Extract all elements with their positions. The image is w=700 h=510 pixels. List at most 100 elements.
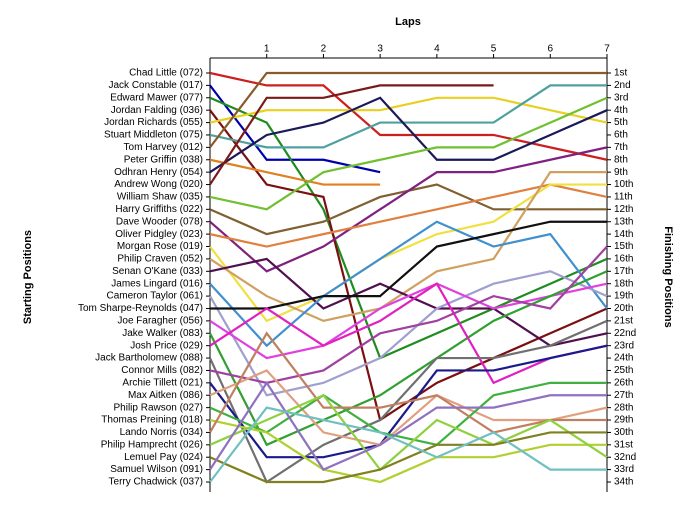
y2-tick-label: 5th xyxy=(614,117,628,128)
series-label: Odhran Henry (054) xyxy=(114,167,203,178)
driver-line xyxy=(209,84,607,149)
driver-line xyxy=(209,369,608,447)
driver-line xyxy=(209,282,608,360)
series-label: Edward Mawer (077) xyxy=(110,92,203,103)
series-label: Connor Mills (082) xyxy=(121,365,203,376)
series-label: Jake Walker (083) xyxy=(122,328,203,339)
x-tick-label: 4 xyxy=(434,44,440,55)
y2-tick-label: 3rd xyxy=(614,92,628,103)
driver-line xyxy=(209,96,608,360)
series-label: Josh Price (029) xyxy=(130,340,203,351)
y2-tick-label: 26th xyxy=(614,377,633,388)
y2-tick-label: 6th xyxy=(614,130,628,141)
y2-tick-label: 34th xyxy=(614,477,633,488)
series-label: William Shaw (035) xyxy=(117,192,203,203)
series-label: Harry Griffiths (022) xyxy=(115,204,203,215)
y2-tick-label: 17th xyxy=(614,266,633,277)
series-label: Cameron Taylor (061) xyxy=(106,291,203,302)
driver-line xyxy=(208,319,608,484)
driver-line xyxy=(209,418,607,484)
y2-tick-label: 4th xyxy=(614,105,628,116)
series-label: Lando Norris (034) xyxy=(120,427,203,438)
y2-tick-label: 14th xyxy=(614,229,633,240)
y2-axis-label: Finishing Positions xyxy=(662,226,674,327)
driver-line xyxy=(209,71,607,149)
y2-tick-label: 33rd xyxy=(614,464,634,475)
series-label: Tom Sharpe-Reynolds (047) xyxy=(78,303,203,314)
series-label: Samuel Wilson (091) xyxy=(110,464,203,475)
series-label: Max Aitken (086) xyxy=(128,390,203,401)
driver-line xyxy=(209,158,381,186)
series-label: Archie Tillett (021) xyxy=(122,377,203,388)
series-label: Dave Wooder (078) xyxy=(116,216,203,227)
driver-line xyxy=(210,220,607,310)
series-label: Philip Craven (052) xyxy=(117,254,203,265)
driver-line xyxy=(209,331,607,434)
series-label: Jack Bartholomew (088) xyxy=(95,353,203,364)
y2-tick-label: 31st xyxy=(614,439,633,450)
series-label: Chad Little (072) xyxy=(129,68,203,79)
driver-line xyxy=(209,282,608,385)
y2-tick-label: 7th xyxy=(614,142,628,153)
x-tick-label: 6 xyxy=(548,44,554,55)
y2-tick-label: 12th xyxy=(614,204,633,215)
series-label: Senan O'Kane (033) xyxy=(112,266,203,277)
series-label: Philip Hamprecht (026) xyxy=(101,439,203,450)
series-label: Jordan Richards (055) xyxy=(104,117,203,128)
y2-tick-label: 24th xyxy=(614,353,633,364)
y2-tick-label: 27th xyxy=(614,390,633,401)
x-tick-label: 5 xyxy=(491,44,497,55)
y2-tick-label: 2nd xyxy=(614,80,631,91)
driver-line xyxy=(209,380,607,471)
y2-tick-label: 18th xyxy=(614,278,633,289)
y2-tick-label: 29th xyxy=(614,415,633,426)
driver-line xyxy=(209,171,607,323)
series-label: Morgan Rose (019) xyxy=(117,241,203,252)
y2-tick-label: 16th xyxy=(614,254,633,265)
driver-line xyxy=(209,344,608,459)
driver-line xyxy=(209,84,494,186)
y2-tick-label: 1st xyxy=(614,68,628,79)
driver-line xyxy=(209,431,607,484)
series-label: Thomas Preining (018) xyxy=(101,415,203,426)
series-label: Tom Harvey (012) xyxy=(124,142,203,153)
driver-line xyxy=(209,381,607,447)
y2-tick-label: 25th xyxy=(614,365,633,376)
y2-tick-label: 9th xyxy=(614,167,628,178)
y2-tick-label: 19th xyxy=(614,291,633,302)
driver-line xyxy=(209,220,608,348)
y2-tick-label: 22nd xyxy=(614,328,636,339)
series-label: Andrew Wong (020) xyxy=(114,179,203,190)
y2-tick-label: 21st xyxy=(614,316,633,327)
y2-tick-label: 13th xyxy=(614,216,633,227)
driver-line xyxy=(209,270,608,397)
series-label: Peter Griffin (038) xyxy=(124,154,203,165)
series-label: Philip Rawson (027) xyxy=(114,402,204,413)
series-label: Joe Faragher (056) xyxy=(117,316,203,327)
driver-line xyxy=(209,96,608,211)
y2-tick-label: 32nd xyxy=(614,452,636,463)
y2-tick-label: 11th xyxy=(614,192,633,203)
series-label: Lemuel Pay (024) xyxy=(124,452,203,463)
series-label: Terry Chadwick (037) xyxy=(109,477,203,488)
x-tick-label: 2 xyxy=(321,44,327,55)
driver-line xyxy=(209,183,608,248)
series-label: Jack Constable (017) xyxy=(109,80,204,91)
y2-tick-label: 23rd xyxy=(614,340,634,351)
driver-line xyxy=(209,245,608,384)
driver-line xyxy=(209,406,607,483)
y2-tick-label: 30th xyxy=(614,427,633,438)
driver-line xyxy=(209,71,608,161)
driver-line xyxy=(209,183,607,323)
series-label: Stuart Middleton (075) xyxy=(104,130,203,141)
driver-line xyxy=(209,270,608,447)
x-tick-label: 3 xyxy=(377,44,383,55)
y-axis-label: Starting Positions xyxy=(22,230,34,324)
series-label: Jordan Falding (036) xyxy=(111,105,203,116)
x-axis-label: Laps xyxy=(395,16,421,28)
driver-line xyxy=(209,96,608,124)
y2-tick-label: 20th xyxy=(614,303,633,314)
y2-tick-label: 28th xyxy=(614,402,633,413)
y2-tick-label: 10th xyxy=(614,179,633,190)
driver-line xyxy=(209,96,608,174)
